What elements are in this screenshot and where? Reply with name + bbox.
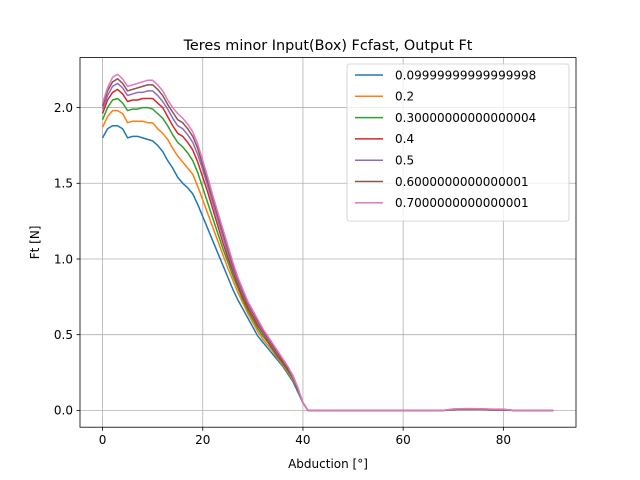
x-tick-label: 80 bbox=[496, 433, 511, 447]
y-axis-ticks: 0.0 0.5 1.0 1.5 2.0 bbox=[54, 101, 80, 418]
x-axis-label: Abduction [°] bbox=[288, 457, 368, 471]
legend-label-4: 0.4 bbox=[395, 132, 414, 146]
y-tick-label: 2.0 bbox=[54, 101, 73, 115]
y-tick-label: 0.5 bbox=[54, 328, 73, 342]
plot-frame bbox=[79, 57, 577, 428]
y-tick-label: 1.0 bbox=[54, 252, 73, 266]
legend-label-5: 0.5 bbox=[395, 154, 414, 168]
series-line-7 bbox=[101, 73, 554, 412]
legend-label-7: 0.7000000000000001 bbox=[395, 196, 529, 210]
x-tick-label: 20 bbox=[195, 433, 210, 447]
x-tick-label: 60 bbox=[396, 433, 411, 447]
x-tick-label: 0 bbox=[99, 433, 107, 447]
y-tick-label: 1.5 bbox=[54, 177, 73, 191]
legend-box bbox=[346, 63, 570, 222]
x-axis-ticks: 0 20 40 60 80 bbox=[99, 427, 511, 447]
legend-label-6: 0.6000000000000001 bbox=[395, 175, 529, 189]
series-lines bbox=[101, 73, 554, 412]
legend-label-2: 0.2 bbox=[395, 90, 414, 104]
legend-label-1: 0.09999999999999998 bbox=[395, 68, 536, 82]
y-axis-label: Ft [N] bbox=[28, 226, 42, 260]
x-tick-label: 40 bbox=[295, 433, 310, 447]
legend: 0.09999999999999998 0.2 0.3000000000000000… bbox=[346, 63, 570, 222]
chart-title: Teres minor Input(Box) Fcfast, Output Ft bbox=[183, 38, 473, 54]
y-tick-label: 0.0 bbox=[54, 404, 73, 418]
legend-label-3: 0.30000000000000004 bbox=[395, 111, 536, 125]
